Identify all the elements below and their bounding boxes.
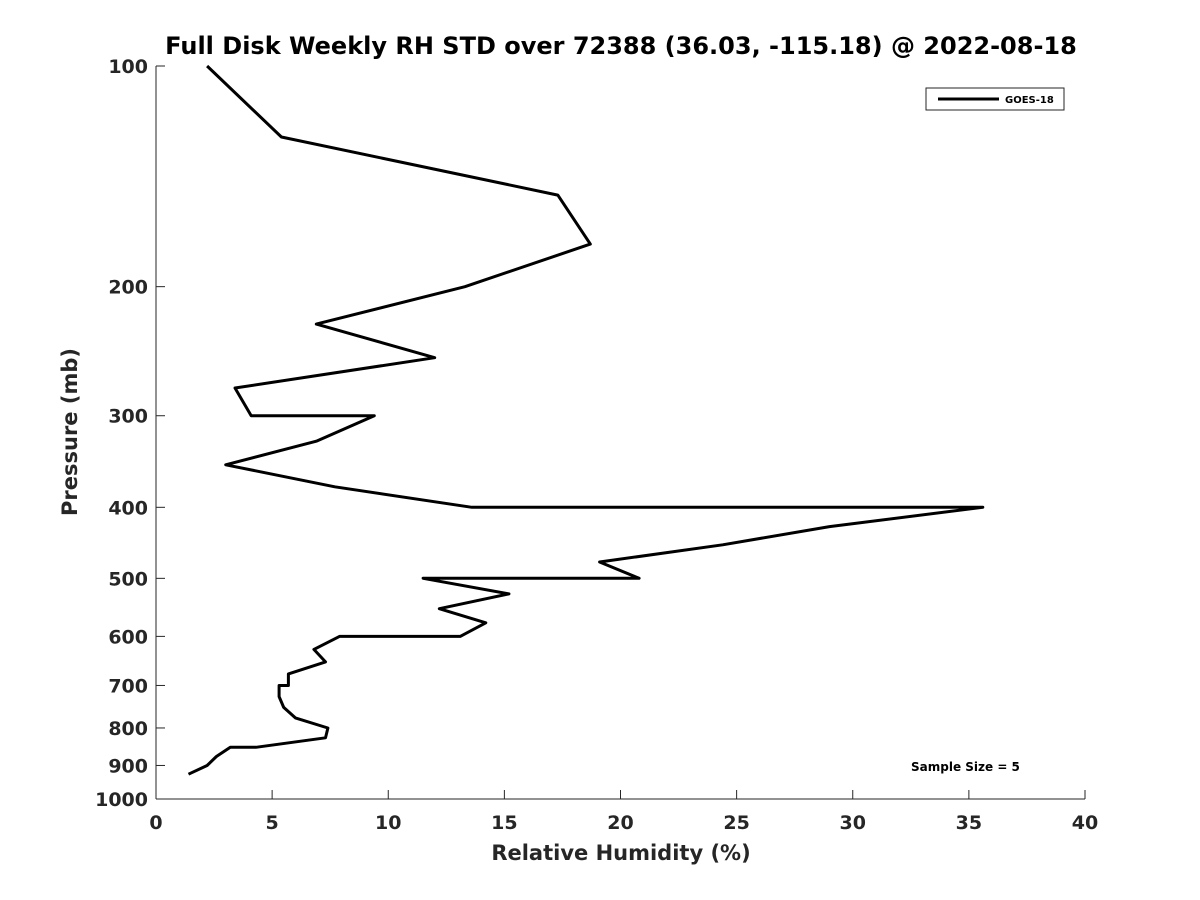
x-tick-label: 0 <box>149 812 162 834</box>
chart-title: Full Disk Weekly RH STD over 72388 (36.0… <box>165 32 1077 60</box>
y-tick-label: 600 <box>108 626 148 648</box>
x-tick-label: 15 <box>491 812 517 834</box>
y-tick-label: 400 <box>108 497 148 519</box>
y-axis-label: Pressure (mb) <box>58 348 82 516</box>
legend-label-goes-18: GOES-18 <box>1005 95 1054 106</box>
x-tick-label: 20 <box>607 812 633 834</box>
y-tick-label: 200 <box>108 277 148 299</box>
y-tick-label: 700 <box>108 675 148 697</box>
y-tick-label: 800 <box>108 718 148 740</box>
x-tick-label: 35 <box>956 812 982 834</box>
x-tick-label: 5 <box>266 812 279 834</box>
y-tick-label: 900 <box>108 755 148 777</box>
x-tick-label: 30 <box>840 812 866 834</box>
y-tick-label: 500 <box>108 568 148 590</box>
x-tick-label: 25 <box>723 812 749 834</box>
y-tick-label: 100 <box>108 56 148 78</box>
sample-size-annotation: Sample Size = 5 <box>911 760 1020 774</box>
x-axis-label: Relative Humidity (%) <box>491 841 750 865</box>
legend: GOES-18 <box>925 87 1065 111</box>
y-tick-label: 300 <box>108 406 148 428</box>
plot-area: 0 5 10 15 20 25 30 35 40 100 200 300 400 500 600 700 800… <box>95 56 1098 834</box>
x-tick-label: 40 <box>1072 812 1098 834</box>
x-tick-label: 10 <box>375 812 401 834</box>
y-tick-label: 1000 <box>95 789 148 811</box>
series-line-goes-18 <box>187 64 985 776</box>
